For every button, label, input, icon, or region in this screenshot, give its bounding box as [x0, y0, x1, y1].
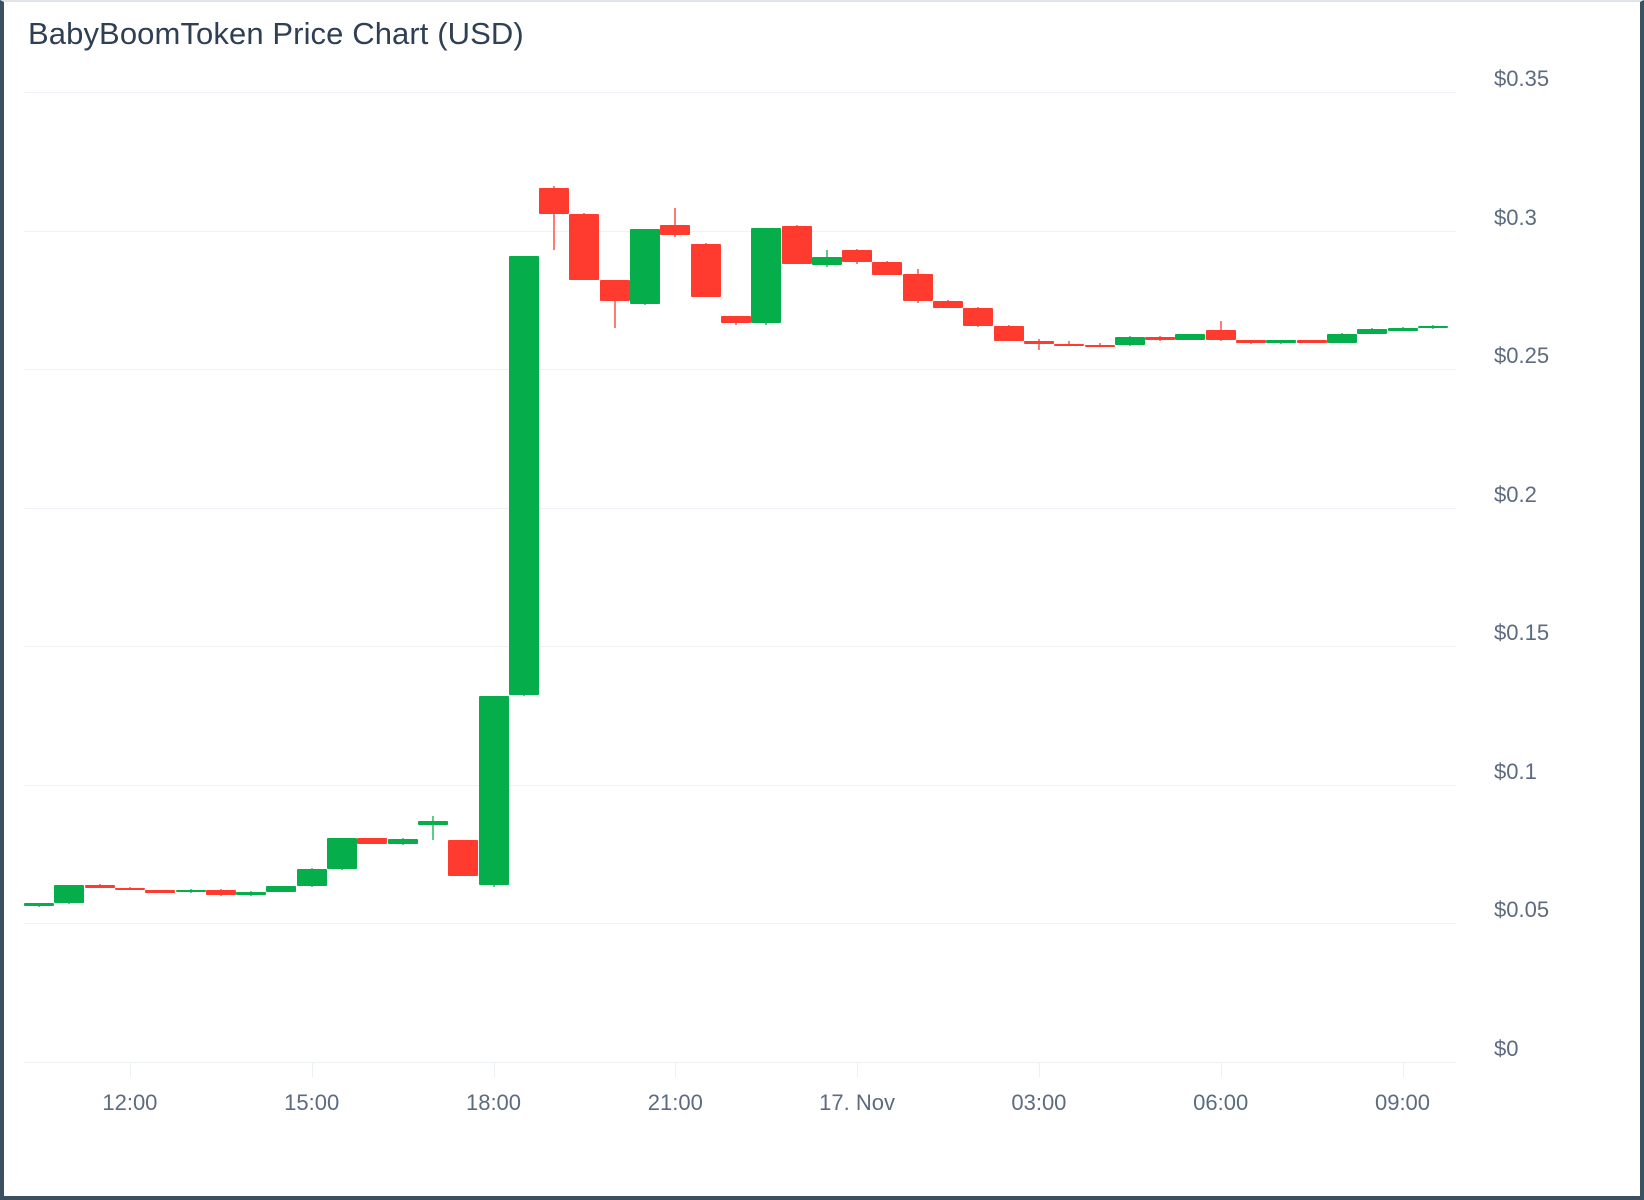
candlestick-body[interactable] — [1175, 334, 1206, 340]
candlestick-body[interactable] — [1326, 333, 1357, 343]
candlestick-body[interactable] — [175, 889, 206, 893]
candlestick-body[interactable] — [327, 838, 357, 870]
y-gridline — [24, 92, 1456, 93]
x-axis-tick-label: 15:00 — [284, 1090, 340, 1115]
y-axis-tick-label: $0.2 — [1494, 481, 1537, 507]
y-gridline — [24, 508, 1456, 509]
candle-wick — [1068, 341, 1071, 346]
candlestick-body[interactable] — [84, 884, 115, 888]
x-axis-tick-label: 18:00 — [465, 1090, 522, 1115]
candlestick-body[interactable] — [1387, 328, 1418, 331]
candlestick-body[interactable] — [24, 903, 54, 906]
candlestick-body[interactable] — [1084, 344, 1115, 348]
y-gridline — [24, 231, 1456, 232]
candlestick-body[interactable] — [417, 821, 448, 826]
candle-wick — [431, 816, 434, 841]
y-axis-tick-label: $0.05 — [1494, 897, 1550, 923]
x-axis-tick — [312, 1063, 313, 1077]
candlestick-body[interactable] — [205, 889, 236, 896]
candlestick-body[interactable] — [842, 249, 873, 263]
candlestick-plot-area[interactable]: $0.35 $0.3 $0.25 $0.2 $0.15 $0.1 $0.05 $0 12:00 1… — [4, 2, 1640, 1196]
candlestick-body[interactable] — [478, 696, 509, 885]
candlestick-body[interactable] — [1266, 340, 1297, 344]
candlestick-body[interactable] — [811, 256, 842, 266]
y-axis-tick-label: $0.15 — [1494, 620, 1550, 646]
candlestick-body[interactable] — [1205, 330, 1236, 341]
candlestick-body[interactable] — [539, 187, 570, 214]
candlestick-body[interactable] — [448, 840, 479, 877]
candlestick-body[interactable] — [599, 280, 630, 302]
candle-wick — [613, 279, 616, 328]
candlestick-body[interactable] — [872, 262, 903, 275]
candlestick-body[interactable] — [114, 887, 145, 891]
candlestick-body[interactable] — [296, 869, 327, 887]
x-axis-tick-label: 03:00 — [1011, 1090, 1067, 1115]
candlestick-body[interactable] — [902, 273, 933, 302]
candlestick-body[interactable] — [1296, 340, 1327, 343]
candlestick-body[interactable] — [266, 886, 297, 892]
x-axis-tick — [675, 1063, 676, 1077]
candle-wick — [1098, 342, 1101, 347]
y-axis-tick-label: $0.35 — [1494, 66, 1550, 91]
x-axis-tick — [857, 1063, 858, 1077]
candlestick-body[interactable] — [993, 326, 1024, 341]
x-axis-tick — [1039, 1063, 1040, 1077]
x-axis-tick — [1403, 1063, 1404, 1077]
candlestick-body[interactable] — [1114, 336, 1145, 346]
x-axis-tick-label: 06:00 — [1193, 1090, 1249, 1115]
x-axis-tick-label: 21:00 — [647, 1090, 703, 1115]
candlestick-body[interactable] — [1236, 340, 1266, 344]
candlestick-body[interactable] — [751, 227, 782, 324]
candlestick-body[interactable] — [690, 244, 721, 298]
candlestick-body[interactable] — [1023, 340, 1054, 344]
candle-wick — [674, 208, 677, 238]
candlestick-body[interactable] — [145, 890, 176, 893]
candlestick-body[interactable] — [1417, 325, 1448, 329]
y-axis-tick-label: $0.3 — [1494, 204, 1537, 230]
candlestick-body[interactable] — [630, 229, 660, 304]
candlestick-body[interactable] — [963, 307, 994, 327]
x-axis-tick — [1221, 1063, 1222, 1077]
candlestick-body[interactable] — [54, 884, 85, 904]
y-axis-tick-label: $0.25 — [1494, 343, 1550, 369]
candlestick-body[interactable] — [660, 225, 691, 235]
y-axis-tick-label: $0 — [1494, 1036, 1519, 1061]
page-title: BabyBoomToken Price Chart (USD) — [28, 16, 524, 51]
candlestick-body[interactable] — [1357, 328, 1388, 334]
x-axis-tick — [130, 1063, 131, 1077]
y-gridline — [24, 785, 1456, 786]
candlestick-body[interactable] — [781, 225, 812, 264]
candle-wick — [1037, 338, 1040, 350]
candlestick-body[interactable] — [1145, 336, 1176, 340]
y-gridline — [24, 1062, 1456, 1063]
y-gridline — [24, 646, 1456, 647]
y-axis-tick-label: $0.1 — [1494, 758, 1537, 784]
x-axis-tick-label: 17. Nov — [819, 1090, 896, 1115]
candlestick-body[interactable] — [508, 255, 539, 695]
candlestick-body[interactable] — [1054, 343, 1085, 347]
x-axis-tick-label: 09:00 — [1374, 1090, 1431, 1115]
y-gridline — [24, 923, 1456, 924]
x-axis-tick — [494, 1063, 495, 1077]
y-gridline — [24, 369, 1456, 370]
candlestick-body[interactable] — [236, 891, 267, 896]
candlestick-body[interactable] — [933, 301, 963, 308]
candle-wick — [553, 186, 556, 250]
candlestick-body[interactable] — [357, 838, 388, 844]
x-axis-tick-label: 12:00 — [102, 1090, 158, 1115]
candlestick-body[interactable] — [720, 316, 751, 324]
candlestick-body[interactable] — [569, 213, 600, 281]
candlestick-body[interactable] — [387, 839, 418, 844]
